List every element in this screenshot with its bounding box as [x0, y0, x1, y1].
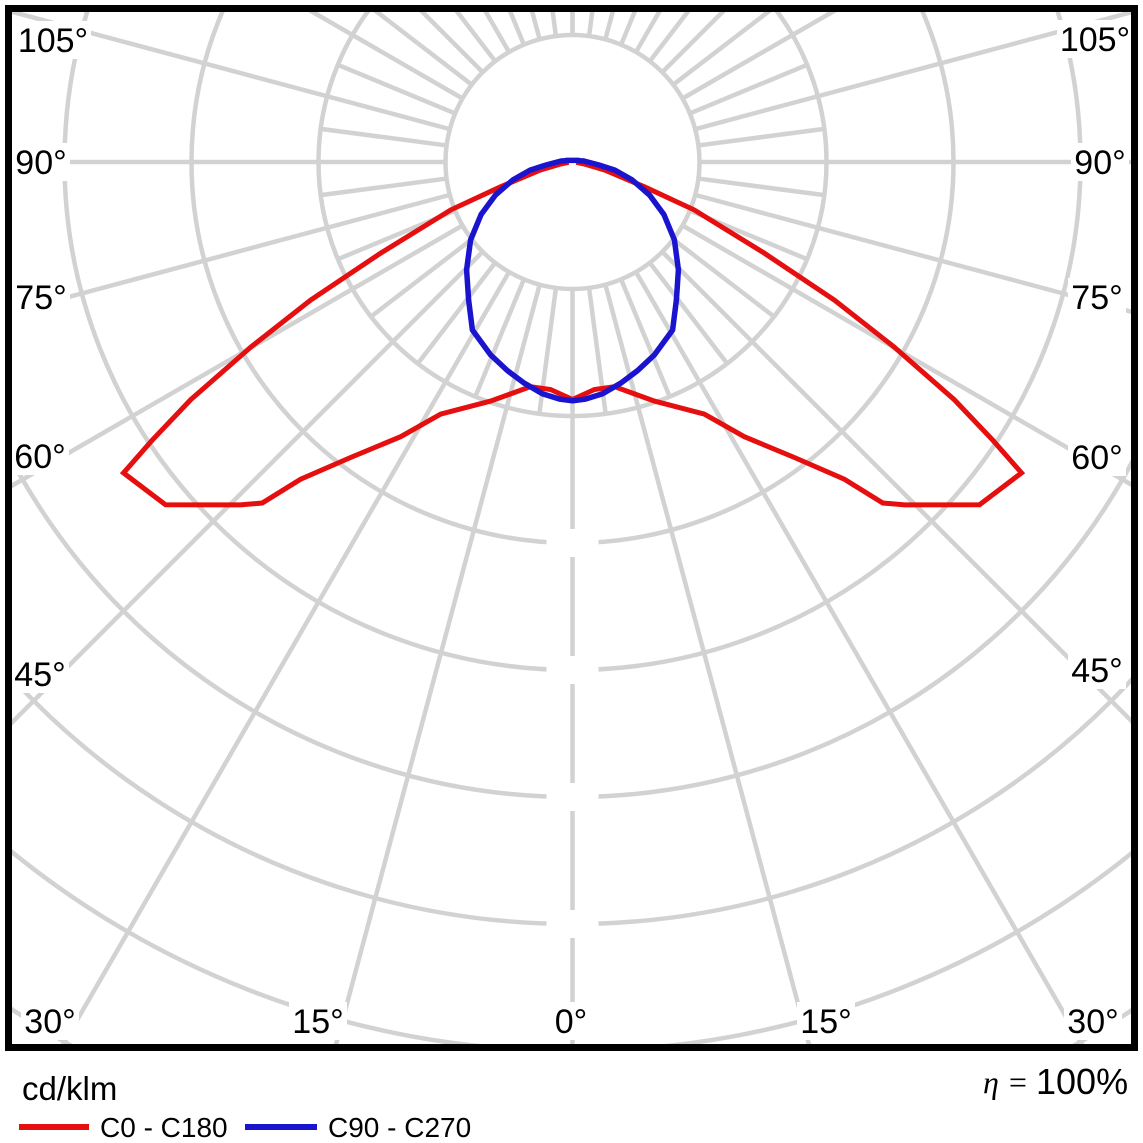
- curve-c90-c270: [463, 157, 682, 404]
- grid-radial-minor: [550, 12, 559, 37]
- grid-radial-minor: [336, 62, 457, 116]
- angle-label-bg: [11, 437, 69, 475]
- legend-label-c0-c180: C0 - C180: [100, 1112, 228, 1143]
- grid-radial-minor: [698, 126, 825, 148]
- angle-label-bg: [1068, 278, 1126, 316]
- chart-border: [5, 5, 1138, 1051]
- angle-label-right-105°: 105°: [1060, 21, 1130, 59]
- angle-label-left-60°: 60°: [14, 438, 65, 476]
- ring-value-blank-box: [546, 529, 599, 557]
- angle-label-bg: [797, 1002, 855, 1040]
- grid-radial-minor: [320, 176, 447, 198]
- grid-radial-minor: [671, 237, 776, 319]
- grid-radial-minor: [619, 12, 638, 46]
- grid-radial-minor: [698, 176, 825, 198]
- grid-radial-minor: [454, 12, 497, 63]
- grid-radial-minor: [507, 12, 526, 46]
- grid-radial-major: [603, 284, 812, 1045]
- angle-label-bg: [1068, 438, 1126, 476]
- grid-radial-major: [634, 270, 1085, 1045]
- angle-label-bottom-30°: 30°: [24, 1003, 75, 1041]
- angle-label-right-60°: 60°: [1071, 439, 1122, 477]
- angle-label-bg: [551, 1002, 591, 1040]
- grid-radial-minor: [586, 12, 595, 37]
- angle-label-right-90°: 90°: [1074, 144, 1125, 182]
- angle-label-left-90°: 90°: [15, 144, 66, 182]
- angle-label-right-75°: 75°: [1071, 279, 1122, 317]
- grid-radial-major: [333, 284, 542, 1045]
- angle-label-bg: [1057, 20, 1133, 58]
- ring-value-blank-box: [546, 910, 599, 938]
- angle-label-bg: [12, 278, 70, 316]
- angle-label-left-75°: 75°: [15, 279, 66, 317]
- efficiency-value: 100%: [1036, 1061, 1128, 1102]
- ring-value-blank-box: [546, 656, 599, 684]
- angle-label-bottom-0°: 0°: [555, 1003, 588, 1041]
- grid-radial-minor: [648, 12, 691, 63]
- grid-radial-major: [12, 192, 451, 315]
- angle-label-right-45°: 45°: [1071, 652, 1122, 690]
- ring-value-blank-box: [546, 783, 599, 811]
- grid-radial-minor: [671, 12, 772, 87]
- angle-label-left-105°: 105°: [18, 22, 88, 60]
- angle-label-bottom-15°: 15°: [800, 1003, 851, 1041]
- angle-label-bg: [1064, 1002, 1122, 1040]
- grid-radial-minor: [648, 261, 729, 365]
- angle-label-bottom-30°: 30°: [1067, 1003, 1118, 1041]
- angle-label-bg: [1071, 143, 1129, 181]
- grid-radial-minor: [619, 278, 672, 398]
- ring-value-blank-boxes: [546, 529, 599, 938]
- grid-radial-major: [12, 223, 464, 489]
- angle-label-bg: [1068, 651, 1126, 689]
- angle-label-left-45°: 45°: [14, 656, 65, 694]
- grid-radial-minor: [473, 278, 526, 398]
- units-label: cd/klm: [22, 1070, 117, 1107]
- grid-radial-major: [694, 192, 1132, 315]
- angle-label-bg: [21, 1002, 79, 1040]
- angle-label-bg: [15, 21, 91, 59]
- angle-label-bg: [11, 655, 69, 693]
- angle-label-bg: [289, 1002, 347, 1040]
- angle-label-bg: [12, 143, 70, 181]
- grid-radial-major: [681, 223, 1132, 488]
- grid-radial-minor: [416, 261, 497, 365]
- angle-labels: 105° 90° 75° 60° 45° 105° 90° 75° 60° 45° 30° 15° 0°…: [11, 20, 1133, 1041]
- grid-radial-minor: [373, 12, 474, 87]
- legend-label-c90-c270: C90 - C270: [328, 1112, 471, 1143]
- grid-radial-minor: [320, 126, 447, 148]
- efficiency-symbol: η =: [983, 1064, 1028, 1100]
- grid-radial-major: [60, 270, 511, 1045]
- grid-radial-major: [12, 12, 451, 132]
- grid-radial-minor: [688, 62, 809, 116]
- angle-label-bottom-15°: 15°: [292, 1003, 343, 1041]
- grid-radial-minor: [369, 237, 474, 319]
- grid-radial-major: [694, 12, 1132, 132]
- curves: [119, 157, 1026, 508]
